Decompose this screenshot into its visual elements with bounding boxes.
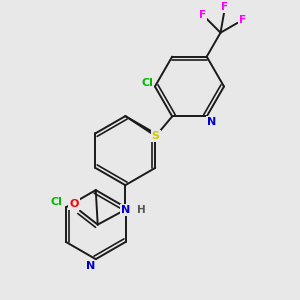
Text: Cl: Cl — [50, 197, 62, 207]
Text: N: N — [121, 205, 130, 215]
Text: F: F — [221, 2, 229, 12]
Text: N: N — [86, 261, 95, 271]
Text: N: N — [207, 117, 216, 127]
Text: F: F — [199, 10, 206, 20]
Text: Cl: Cl — [141, 78, 153, 88]
Text: S: S — [152, 131, 160, 141]
Text: F: F — [239, 15, 246, 25]
Text: O: O — [69, 199, 79, 209]
Text: H: H — [137, 205, 146, 215]
